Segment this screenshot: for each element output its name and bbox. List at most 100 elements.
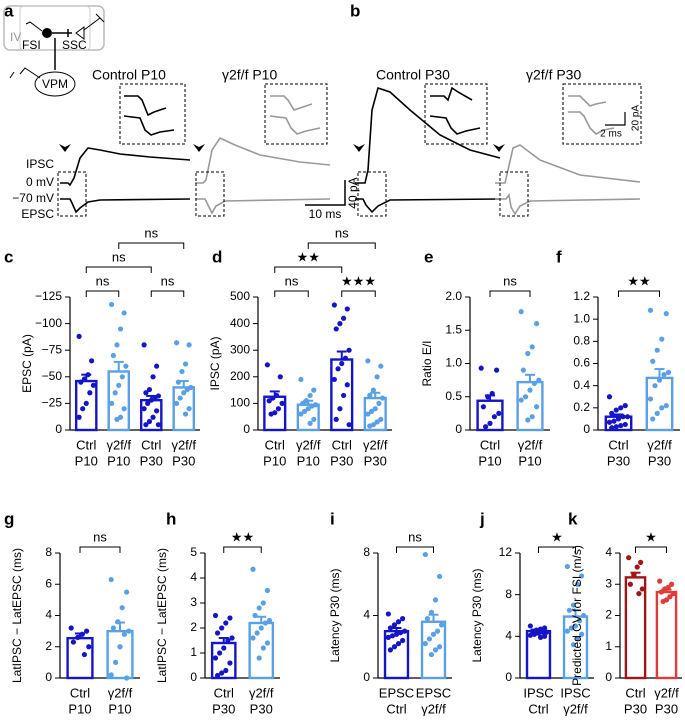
epsc-trace — [355, 198, 501, 214]
data-point — [531, 631, 538, 637]
data-point — [620, 414, 626, 420]
data-point — [618, 422, 624, 429]
data-point — [81, 651, 87, 658]
y-tick-label: 0 — [190, 670, 197, 684]
data-point — [264, 640, 271, 646]
y-tick-label: 2 — [605, 608, 612, 622]
data-point — [86, 644, 92, 650]
data-point — [494, 367, 500, 373]
y-tick-label: 0 — [605, 670, 612, 684]
data-point — [217, 650, 223, 656]
stim-arrow — [353, 144, 365, 152]
epsc-trace — [495, 193, 641, 216]
inset-box — [562, 83, 642, 145]
data-point — [432, 647, 439, 653]
data-point — [175, 379, 181, 385]
data-point — [665, 369, 672, 375]
data-point — [378, 363, 384, 369]
data-point — [219, 625, 225, 631]
y-axis-label: Ratio E/I — [420, 340, 434, 386]
data-point — [535, 630, 542, 636]
data-point — [564, 628, 570, 634]
data-point — [150, 374, 156, 380]
significance-bracket — [396, 546, 434, 553]
data-point — [252, 612, 258, 619]
data-point — [385, 634, 391, 640]
data-point — [342, 355, 349, 361]
data-point — [367, 392, 373, 399]
data-point — [639, 586, 645, 592]
data-point — [531, 380, 538, 387]
panel-letter: f — [556, 247, 562, 266]
data-point — [214, 630, 221, 636]
data-point — [124, 589, 130, 595]
data-point — [225, 637, 231, 644]
data-point — [669, 581, 675, 587]
data-point — [264, 587, 271, 594]
y-tick-label: 0 — [45, 670, 52, 684]
data-point — [539, 629, 546, 635]
panel-letter: e — [424, 247, 433, 266]
x-tick-label: P30 — [364, 453, 387, 468]
data-point — [570, 642, 577, 648]
data-point — [380, 395, 386, 401]
y-tick-label: 1.5 — [445, 322, 462, 336]
data-point — [113, 659, 119, 665]
y-tick-label: 4 — [505, 629, 512, 643]
data-point — [647, 307, 654, 313]
data-point — [303, 398, 310, 404]
data-point — [219, 670, 225, 676]
y-tick-label: 0 — [455, 422, 462, 436]
data-point — [437, 573, 443, 580]
data-point — [667, 594, 673, 600]
data-point — [75, 634, 81, 640]
y-tick-label: 1.2 — [573, 289, 590, 303]
data-point — [154, 363, 160, 369]
data-point — [311, 387, 317, 393]
data-point — [652, 383, 658, 389]
y-tick-label: 0 — [55, 422, 62, 436]
data-point — [182, 411, 189, 417]
data-point — [611, 418, 617, 424]
inset-epsc — [123, 115, 175, 136]
data-point — [227, 615, 233, 621]
ssc-cell — [75, 26, 85, 40]
significance-label: ★★ — [297, 249, 320, 264]
y-tick-label: 0.8 — [573, 334, 590, 348]
data-point — [650, 416, 656, 422]
y-axis-label: Latency P30 (ms) — [328, 568, 342, 662]
data-point — [370, 387, 377, 393]
panel-letter: h — [166, 509, 176, 528]
data-point — [654, 347, 660, 353]
data-point — [542, 625, 548, 631]
data-point — [525, 417, 531, 423]
data-point — [110, 352, 116, 359]
traces-ko-p30 — [493, 83, 642, 217]
y-tick-label: 0 — [505, 670, 512, 684]
x-tick-label: IPSC — [523, 685, 553, 700]
y-tick-label: 8 — [45, 545, 52, 559]
data-point — [439, 622, 445, 628]
data-point — [670, 591, 676, 597]
stim-arrow — [493, 144, 505, 152]
data-point — [146, 386, 153, 393]
data-point — [109, 400, 115, 406]
data-point — [627, 581, 633, 587]
data-point — [525, 350, 531, 357]
data-point — [186, 406, 192, 412]
data-point — [568, 625, 575, 631]
data-point — [184, 386, 190, 393]
y-tick-label: 4 — [363, 608, 370, 622]
inset-ipsc — [270, 95, 313, 111]
x-tick-label: γ2f/f — [518, 437, 543, 452]
data-point — [79, 631, 85, 637]
data-point — [339, 360, 345, 367]
y-tick-label: 5 — [190, 545, 197, 559]
inset-epsc — [568, 111, 615, 135]
data-point — [84, 628, 90, 634]
x-tick-label: EPSC — [416, 685, 451, 700]
significance-label: ★★ — [231, 529, 254, 544]
zoom-box — [499, 171, 529, 217]
data-point — [400, 616, 406, 622]
